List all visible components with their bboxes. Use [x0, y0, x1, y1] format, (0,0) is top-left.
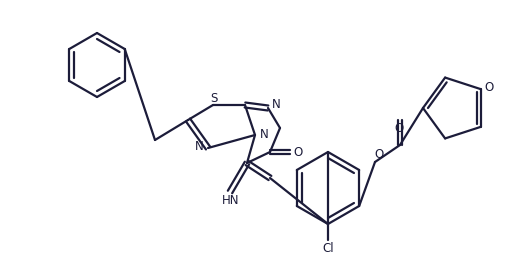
- Text: N: N: [195, 140, 204, 153]
- Text: O: O: [293, 145, 303, 158]
- Text: S: S: [210, 92, 218, 105]
- Text: N: N: [271, 97, 280, 110]
- Text: O: O: [484, 81, 493, 94]
- Text: O: O: [374, 148, 383, 161]
- Text: O: O: [394, 121, 403, 134]
- Text: HN: HN: [222, 195, 240, 208]
- Text: Cl: Cl: [322, 242, 334, 254]
- Text: N: N: [260, 128, 268, 140]
